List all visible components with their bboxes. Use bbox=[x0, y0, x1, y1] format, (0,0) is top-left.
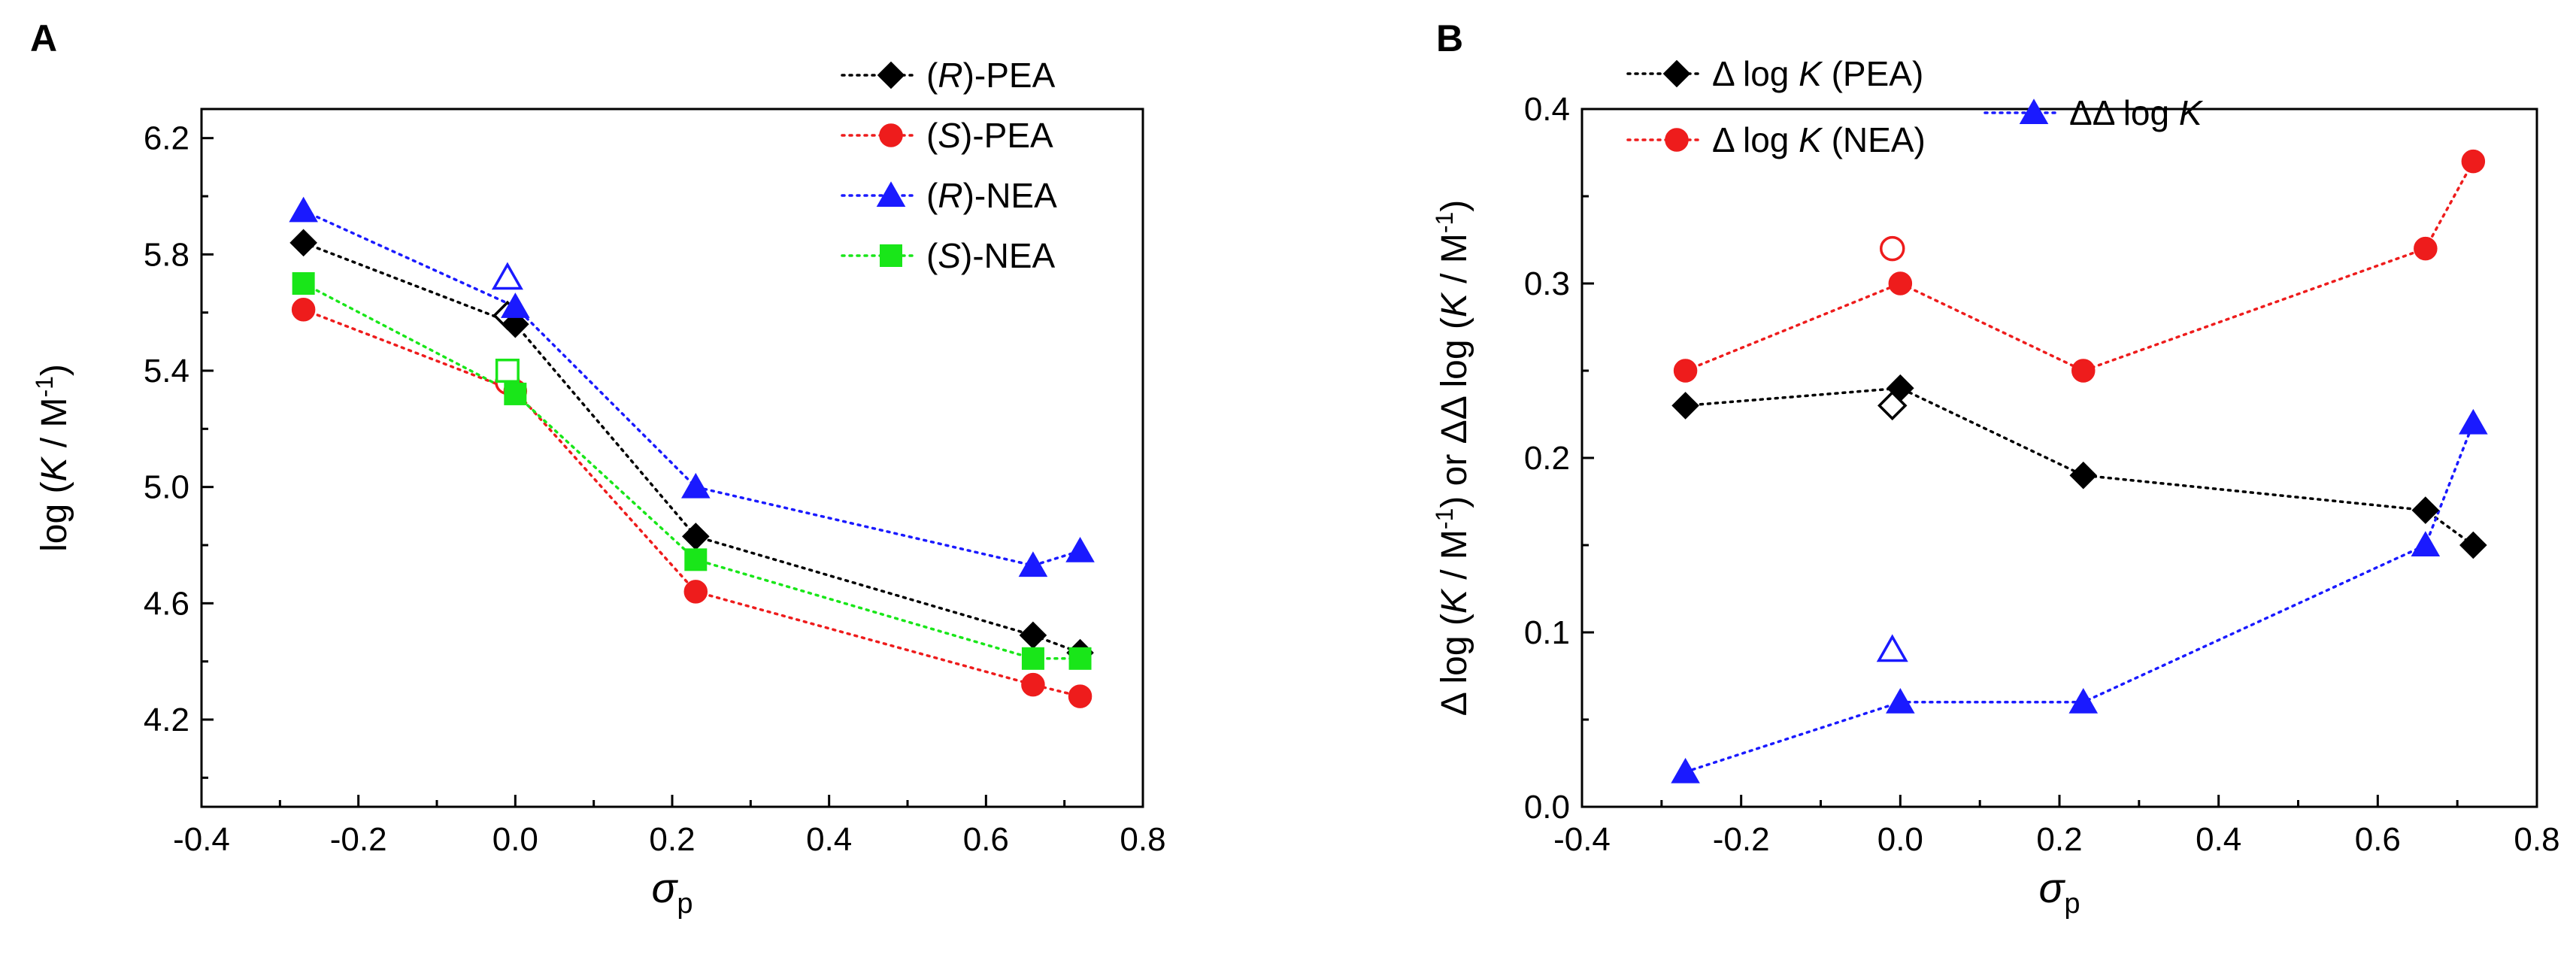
panel-b-legend: Δ log K (PEA) Δ log K (NEA) ΔΔ log K bbox=[1626, 54, 2204, 159]
panel-b-letter: B bbox=[1436, 17, 1463, 59]
panel-a-y-tick-label: 4.2 bbox=[144, 702, 189, 738]
panel-a-data-point bbox=[1021, 647, 1044, 670]
panel-a-x-tick-label: 0.8 bbox=[1120, 821, 1165, 858]
panel-b-legend-label: ΔΔ log K bbox=[2069, 93, 2204, 132]
panel-b-series-line bbox=[1683, 159, 2475, 372]
panel-a: A -0.4 -0.2 0.0 0.2 0.4 0.6 0.8 4.2 4.6 5.0 5.4 5.8… bbox=[30, 17, 1166, 920]
panel-a-data-point bbox=[1068, 647, 1092, 670]
panel-b-legend-label: Δ log K (NEA) bbox=[1712, 120, 1926, 159]
panel-b-data-point bbox=[2411, 496, 2440, 524]
panel-b-data-point bbox=[2461, 149, 2486, 174]
panel-a-data-point bbox=[681, 472, 711, 499]
panel-a-y-tick-label: 6.2 bbox=[144, 120, 189, 157]
panel-a-data-point bbox=[1021, 672, 1045, 697]
panel-b-data-point bbox=[1671, 757, 1700, 784]
panel-a-series-line bbox=[302, 308, 1082, 698]
panel-b-y-tick-label: 0.4 bbox=[1524, 91, 1570, 128]
panel-a-y-axis-title: log (K / M-1) bbox=[31, 364, 74, 552]
panel-b-y-tick-label: 0.3 bbox=[1524, 265, 1570, 302]
panel-b-data-point bbox=[1673, 359, 1698, 383]
panel-a-legend-marker bbox=[880, 244, 902, 267]
panel-a-x-tick-label: -0.2 bbox=[330, 821, 387, 858]
panel-b-data-point bbox=[1886, 688, 1915, 714]
panel-b-data-point bbox=[1888, 271, 1913, 296]
panel-b-y-tick-label: 0.0 bbox=[1524, 789, 1570, 826]
panel-b-x-tick-label: 0.8 bbox=[2514, 821, 2559, 858]
panel-b-x-tick-label: 0.2 bbox=[2036, 821, 2082, 858]
panel-b-x-tick-label: -0.4 bbox=[1553, 821, 1611, 858]
panel-b-x-tick-label: 0.0 bbox=[1877, 821, 1923, 858]
panel-a-legend-marker bbox=[877, 61, 905, 89]
panel-b-data-point bbox=[2411, 531, 2441, 556]
panel-a-y-tick-label: 5.0 bbox=[144, 469, 189, 506]
panel-b-legend-label: Δ log K (PEA) bbox=[1712, 54, 1923, 93]
panel-a-data-point bbox=[1068, 684, 1093, 708]
panel-b-y-axis-title: Δ log (K / M-1) or ΔΔ log (K / M-1) bbox=[1431, 200, 1474, 717]
panel-a-data-point bbox=[289, 196, 318, 223]
panel-a-data-point bbox=[292, 272, 315, 295]
panel-b-x-tick-label: 0.6 bbox=[2355, 821, 2401, 858]
panel-b-y-tick-label: 0.2 bbox=[1524, 440, 1570, 477]
panel-a-y-tick-label: 4.6 bbox=[144, 585, 189, 622]
panel-a-data-point bbox=[504, 382, 527, 405]
panel-b-x-tick-label: 0.4 bbox=[2196, 821, 2241, 858]
panel-b-data-point bbox=[2069, 461, 2098, 490]
panel-a-x-tick-label: 0.4 bbox=[806, 821, 852, 858]
panel-b-data-point bbox=[2459, 408, 2488, 435]
panel-a-data-point bbox=[291, 298, 316, 322]
panel-b-open-point bbox=[1876, 634, 1908, 662]
panel-a-x-tick-label: 0.0 bbox=[492, 821, 538, 858]
panel-a-data-point bbox=[681, 523, 710, 550]
panel-a-letter: A bbox=[30, 17, 57, 59]
panel-b-x-axis-title: σp bbox=[2039, 864, 2080, 920]
panel-a-legend-marker bbox=[879, 123, 903, 147]
panel-b-series-line bbox=[1683, 386, 2475, 547]
panel-a-x-tick-label: 0.2 bbox=[649, 821, 695, 858]
panel-a-legend-label: (S)-NEA bbox=[926, 236, 1056, 275]
panel-a-y-tick-label: 5.4 bbox=[144, 353, 189, 389]
panel-a-data-point bbox=[1018, 551, 1048, 577]
panel-b-data-point bbox=[2414, 236, 2438, 261]
panel-b-open-point bbox=[1880, 235, 1905, 262]
panel-a-open-point bbox=[495, 359, 520, 383]
panel-a-x-tick-label: -0.4 bbox=[173, 821, 230, 858]
panel-b-legend-marker bbox=[1662, 59, 1691, 88]
panel-a-data-point bbox=[501, 292, 530, 318]
panel-a-legend: (R)-PEA (S)-PEA (R)-NEA (S)-NEA bbox=[841, 56, 1057, 275]
panel-a-legend-label: (R)-NEA bbox=[926, 176, 1057, 215]
panel-a-x-tick-label: 0.6 bbox=[963, 821, 1009, 858]
panel-b-x-tick-label: -0.2 bbox=[1713, 821, 1770, 858]
panel-a-x-axis-title: σp bbox=[652, 864, 693, 920]
panel-b-legend-marker bbox=[1665, 128, 1689, 152]
panel-b-data-point bbox=[1671, 392, 1699, 420]
panel-b-data-point bbox=[2068, 688, 2099, 714]
panel-a-data-point bbox=[1065, 536, 1095, 562]
panel-a-data-point bbox=[289, 229, 317, 257]
panel-a-legend-label: (R)-PEA bbox=[926, 56, 1056, 95]
panel-a-legend-label: (S)-PEA bbox=[926, 116, 1053, 155]
panel-b-data-point bbox=[2459, 531, 2487, 559]
panel-b-data-point bbox=[1887, 374, 1914, 402]
panel-a-y-tick-label: 5.8 bbox=[144, 236, 189, 273]
panel-a-data-point bbox=[683, 580, 708, 604]
panel-b-data-point bbox=[2071, 359, 2096, 383]
panel-a-legend-marker bbox=[876, 181, 906, 207]
panel-a-data-point bbox=[684, 548, 708, 571]
panel-a-data-point bbox=[1019, 621, 1047, 650]
panel-b: B -0.4 -0.2 0.0 0.2 0.4 0.6 0.8 0.0 0.1 0.2 0.3 0.4… bbox=[1431, 17, 2560, 920]
panel-b-legend-marker bbox=[2019, 99, 2049, 124]
panel-b-y-tick-label: 0.1 bbox=[1524, 614, 1570, 651]
panel-a-open-point bbox=[491, 262, 523, 290]
